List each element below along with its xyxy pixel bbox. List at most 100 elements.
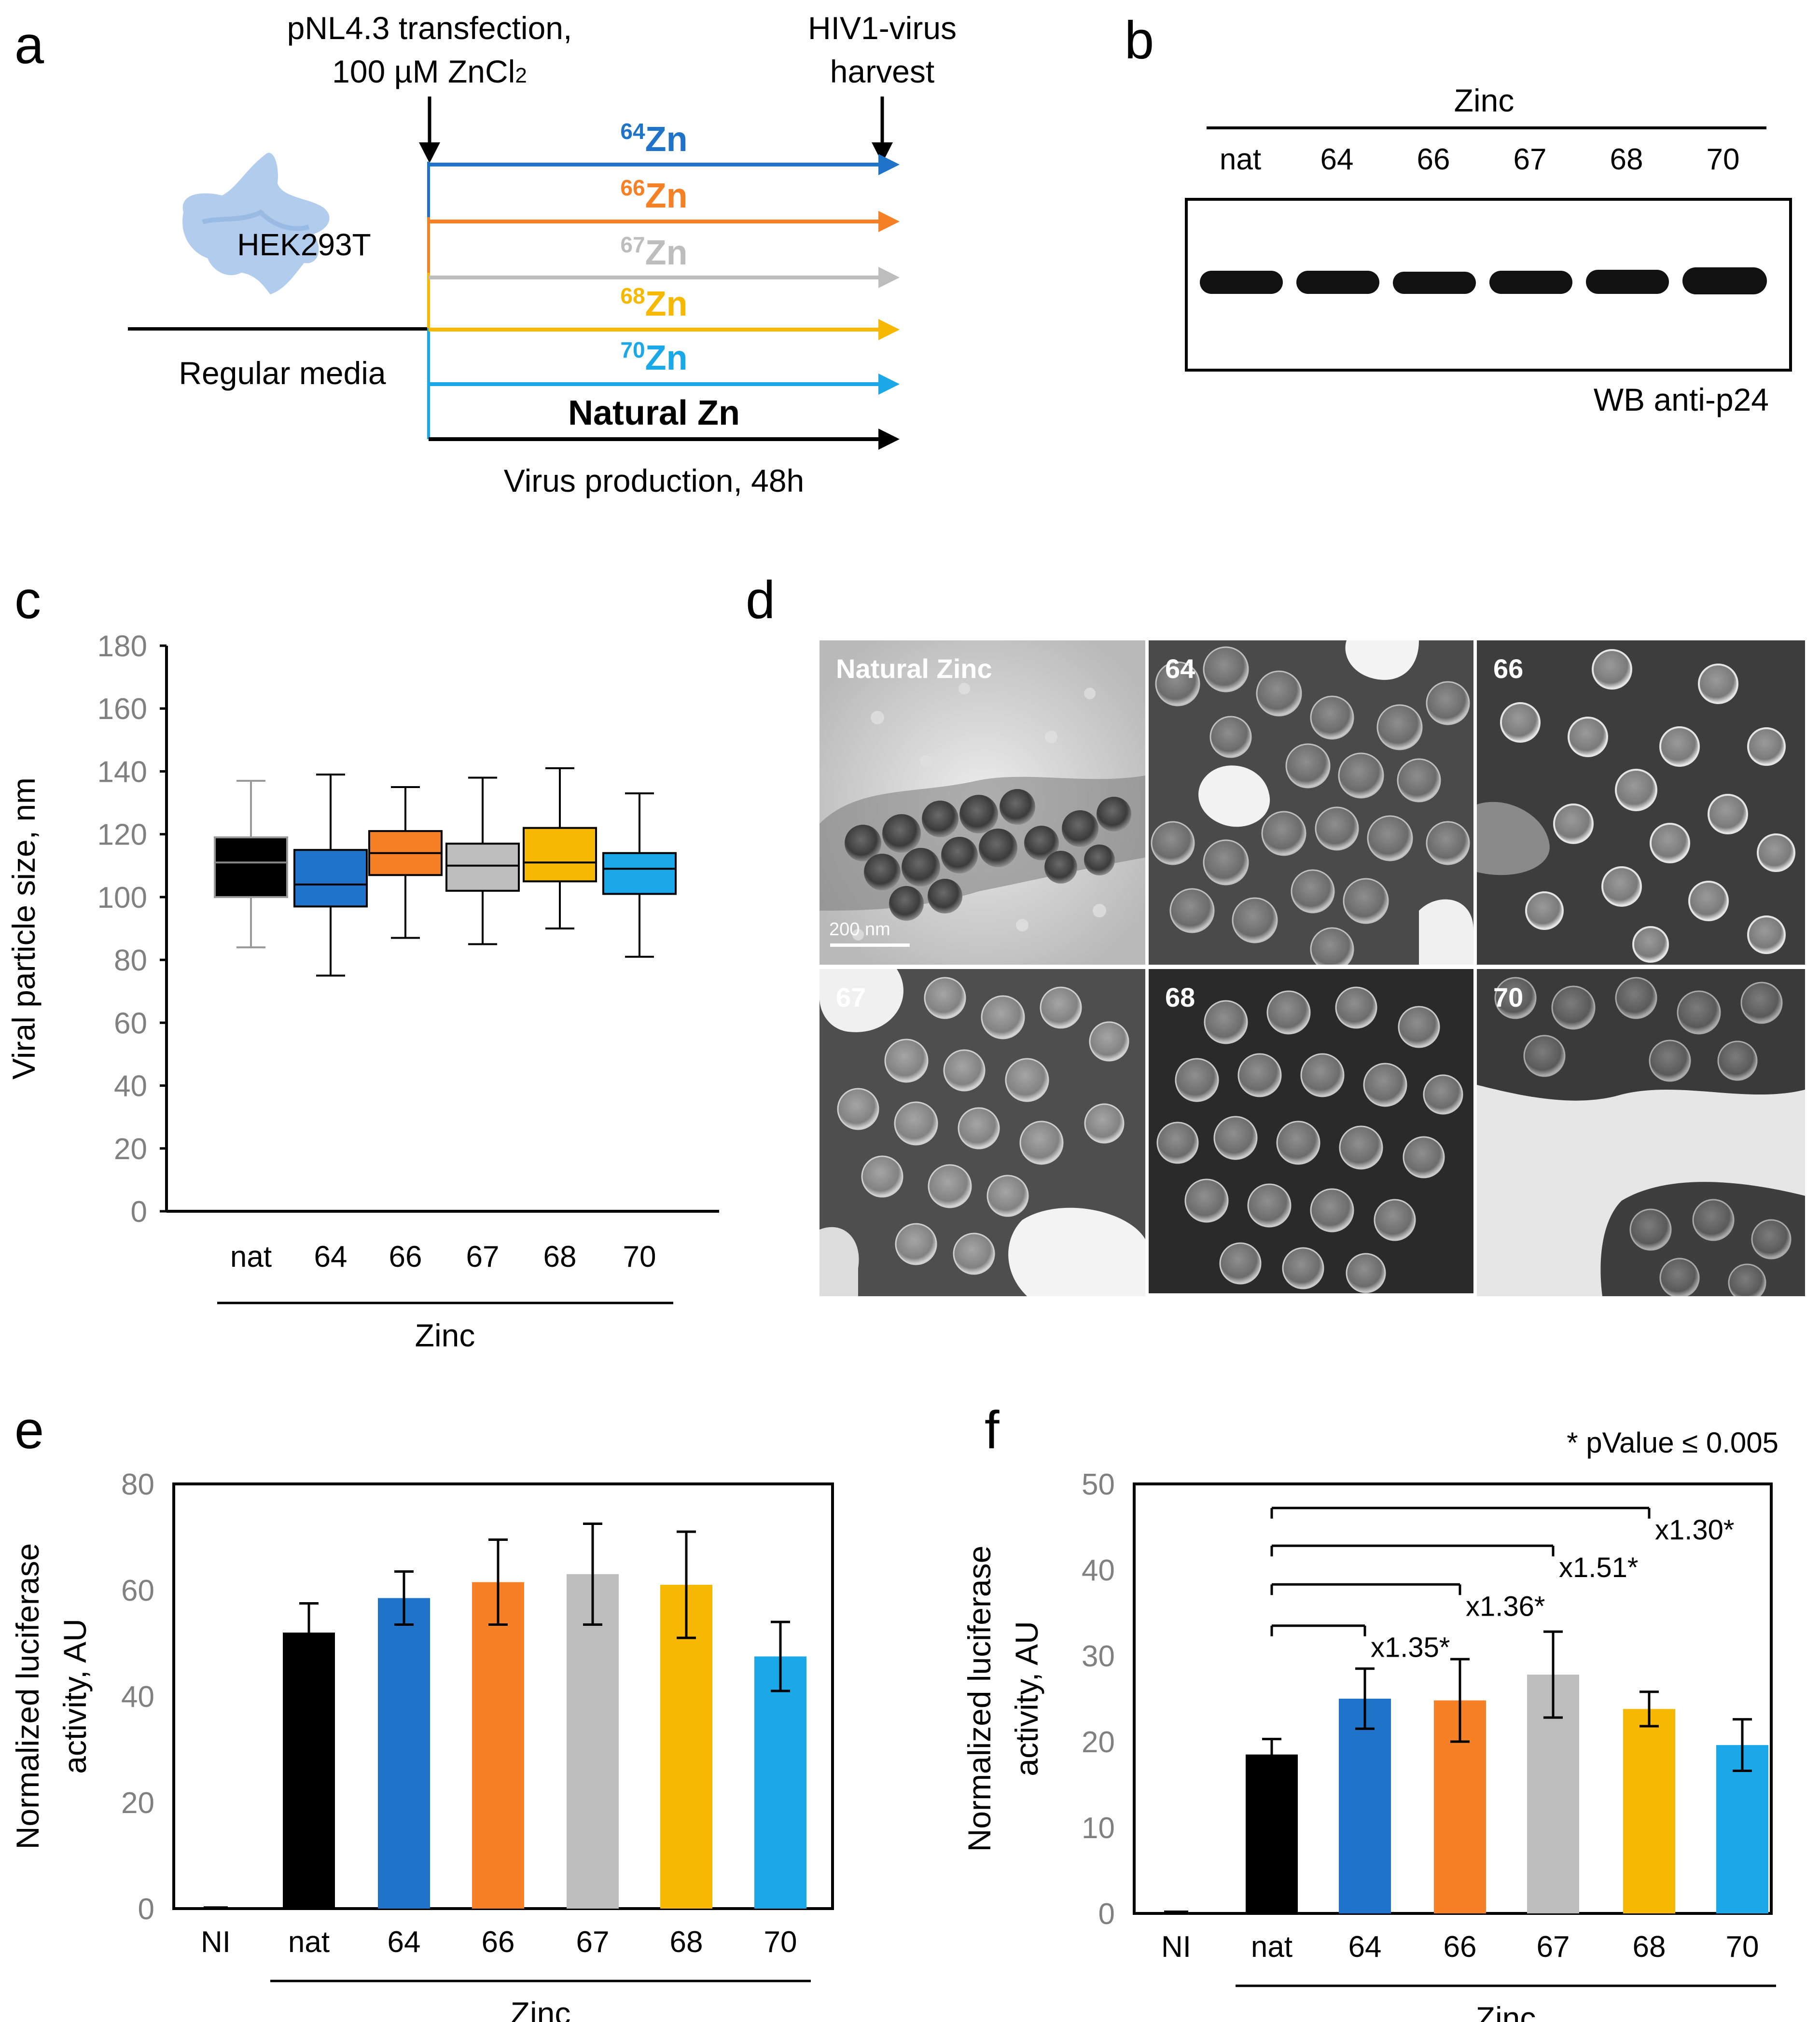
blot-lane-70: 70 bbox=[1706, 143, 1740, 176]
harvest-label-line2: harvest bbox=[830, 54, 935, 89]
f-ytick-label: 10 bbox=[1082, 1812, 1115, 1845]
e-bar-67 bbox=[567, 1574, 619, 1909]
panel-label-b: b bbox=[1125, 11, 1154, 70]
f-xtick-label-66: 66 bbox=[1444, 1930, 1477, 1964]
harvest-label-line1: HIV1-virus bbox=[807, 10, 957, 46]
c-box-68 bbox=[523, 827, 597, 883]
blot-antibody-label: WB anti-p24 bbox=[1593, 382, 1769, 417]
chart-e-bars: 0 20 40 60 80 Normalized luciferase activity, … bbox=[10, 1468, 834, 2022]
blot-lane-66: 66 bbox=[1417, 143, 1450, 176]
e-xtick-label-66: 66 bbox=[482, 1925, 515, 1959]
blot-band-70 bbox=[1682, 267, 1767, 294]
blot-group-label: Zinc bbox=[1454, 83, 1514, 118]
f-bracket-68: x1.30* bbox=[1270, 1507, 1734, 1546]
e-ytick-label: 20 bbox=[121, 1787, 154, 1820]
tem-image-natural: Natural Zinc 200 nm bbox=[820, 640, 1145, 965]
f-ytick-label: 20 bbox=[1082, 1726, 1115, 1759]
f-xlabel: Zinc bbox=[1476, 2000, 1536, 2022]
transfection-label-line2: 100 µM ZnCl2 bbox=[332, 54, 527, 89]
e-xtick-label-67: 67 bbox=[576, 1925, 610, 1959]
e-ytick-label: 40 bbox=[121, 1680, 154, 1714]
f-bar-68 bbox=[1623, 1709, 1675, 1913]
c-ytick-label: 180 bbox=[97, 630, 147, 663]
tem-label-68: 68 bbox=[1165, 982, 1195, 1012]
blot-lane-68: 68 bbox=[1610, 143, 1643, 176]
e-xtick-label-70: 70 bbox=[764, 1925, 797, 1959]
tem-label-64: 64 bbox=[1165, 653, 1195, 684]
f-bracket-label: x1.36* bbox=[1466, 1591, 1545, 1622]
e-ylabel-line2: activity, AU bbox=[57, 1619, 93, 1774]
e-bar-70 bbox=[754, 1656, 806, 1909]
panel-label-f: f bbox=[985, 1400, 1000, 1460]
c-xtick-label-68: 68 bbox=[543, 1240, 577, 1274]
pvalue-note: * pValue ≤ 0.005 bbox=[1567, 1426, 1778, 1459]
c-ytick-label: 120 bbox=[97, 818, 147, 852]
blot-lane-67: 67 bbox=[1513, 143, 1547, 176]
tem-image-66: 66 bbox=[1477, 640, 1805, 965]
e-bar-nat bbox=[283, 1633, 335, 1909]
tem-label-66: 66 bbox=[1493, 653, 1524, 684]
c-xtick-label-66: 66 bbox=[389, 1240, 422, 1274]
c-ytick-label: 160 bbox=[97, 692, 147, 726]
scale-bar bbox=[830, 943, 910, 947]
f-xtick-label-nat: nat bbox=[1251, 1930, 1292, 1964]
chart-f-bars: 0 10 20 30 40 50 Normalized luciferase activity… bbox=[961, 1468, 1776, 2022]
blot-band-67 bbox=[1489, 271, 1572, 294]
panel-label-d: d bbox=[746, 570, 776, 630]
c-xtick-label-64: 64 bbox=[314, 1240, 347, 1274]
e-ytick-label: 60 bbox=[121, 1574, 154, 1607]
c-box-64 bbox=[293, 849, 368, 908]
f-xtick-label-68: 68 bbox=[1633, 1930, 1666, 1964]
e-bar-64 bbox=[378, 1598, 430, 1909]
f-xtick-label-70: 70 bbox=[1726, 1930, 1759, 1964]
tem-label-natural: Natural Zinc bbox=[836, 653, 992, 684]
f-bracket-label: x1.51* bbox=[1559, 1552, 1638, 1583]
f-bar-nat bbox=[1246, 1754, 1298, 1913]
f-ylabel-line2: activity, AU bbox=[1009, 1621, 1044, 1776]
e-xlabel: Zinc bbox=[511, 1995, 571, 2022]
tem-image-64: 64 bbox=[1149, 640, 1473, 965]
blot-lane-nat: nat bbox=[1219, 143, 1262, 176]
f-ylabel-line1: Normalized luciferase bbox=[961, 1546, 997, 1852]
e-xtick-label-nat: nat bbox=[288, 1925, 330, 1959]
f-bracket-label: x1.35* bbox=[1371, 1632, 1450, 1663]
f-bracket-label: x1.30* bbox=[1655, 1514, 1734, 1546]
cell-label: HEK293T bbox=[237, 227, 371, 262]
panel-label-e: e bbox=[14, 1400, 44, 1460]
chart-c-boxplot: 0 20 40 60 80 100 120 140 160 180 Viral particle s… bbox=[6, 630, 719, 1351]
blot-membrane bbox=[1185, 198, 1792, 372]
e-ytick-label: 0 bbox=[138, 1893, 154, 1926]
tem-image-67: 67 bbox=[820, 969, 1145, 1296]
c-ytick-label: 40 bbox=[114, 1070, 147, 1103]
e-xtick-label-64: 64 bbox=[388, 1925, 421, 1959]
blot-band-68 bbox=[1586, 270, 1669, 294]
f-bracket-67: x1.51* bbox=[1270, 1544, 1638, 1583]
tem-label-67: 67 bbox=[836, 982, 866, 1012]
transfection-label-line1: pNL4.3 transfection, bbox=[287, 10, 572, 46]
e-bar-66 bbox=[472, 1582, 524, 1909]
c-ytick-label: 20 bbox=[114, 1133, 147, 1166]
scale-bar-label: 200 nm bbox=[829, 919, 890, 940]
transfection-arrow-icon bbox=[419, 97, 440, 163]
e-ytick-label: 80 bbox=[121, 1468, 154, 1501]
f-bar-64 bbox=[1339, 1699, 1391, 1913]
f-xtick-label-67: 67 bbox=[1537, 1930, 1570, 1964]
c-ytick-label: 140 bbox=[97, 755, 147, 789]
c-box-nat bbox=[214, 836, 288, 898]
c-box-70 bbox=[602, 852, 677, 895]
f-bracket-64: x1.35* bbox=[1270, 1624, 1450, 1663]
f-xtick-label-NI: NI bbox=[1161, 1930, 1191, 1964]
blot-band-66 bbox=[1393, 272, 1476, 294]
e-xtick-label-68: 68 bbox=[670, 1925, 703, 1959]
regular-media-line bbox=[128, 327, 430, 331]
c-ytick-label: 100 bbox=[97, 881, 147, 914]
c-box-67 bbox=[445, 843, 520, 892]
c-ytick-label: 0 bbox=[131, 1195, 147, 1229]
f-ytick-label: 50 bbox=[1082, 1468, 1115, 1501]
e-xtick-label-NI: NI bbox=[201, 1925, 231, 1959]
c-xlabel: Zinc bbox=[415, 1317, 475, 1351]
hek293t-cell-icon bbox=[182, 152, 330, 294]
f-bar-70 bbox=[1716, 1745, 1768, 1913]
panel-label-c: c bbox=[14, 570, 41, 630]
c-xtick-label-70: 70 bbox=[623, 1240, 656, 1274]
